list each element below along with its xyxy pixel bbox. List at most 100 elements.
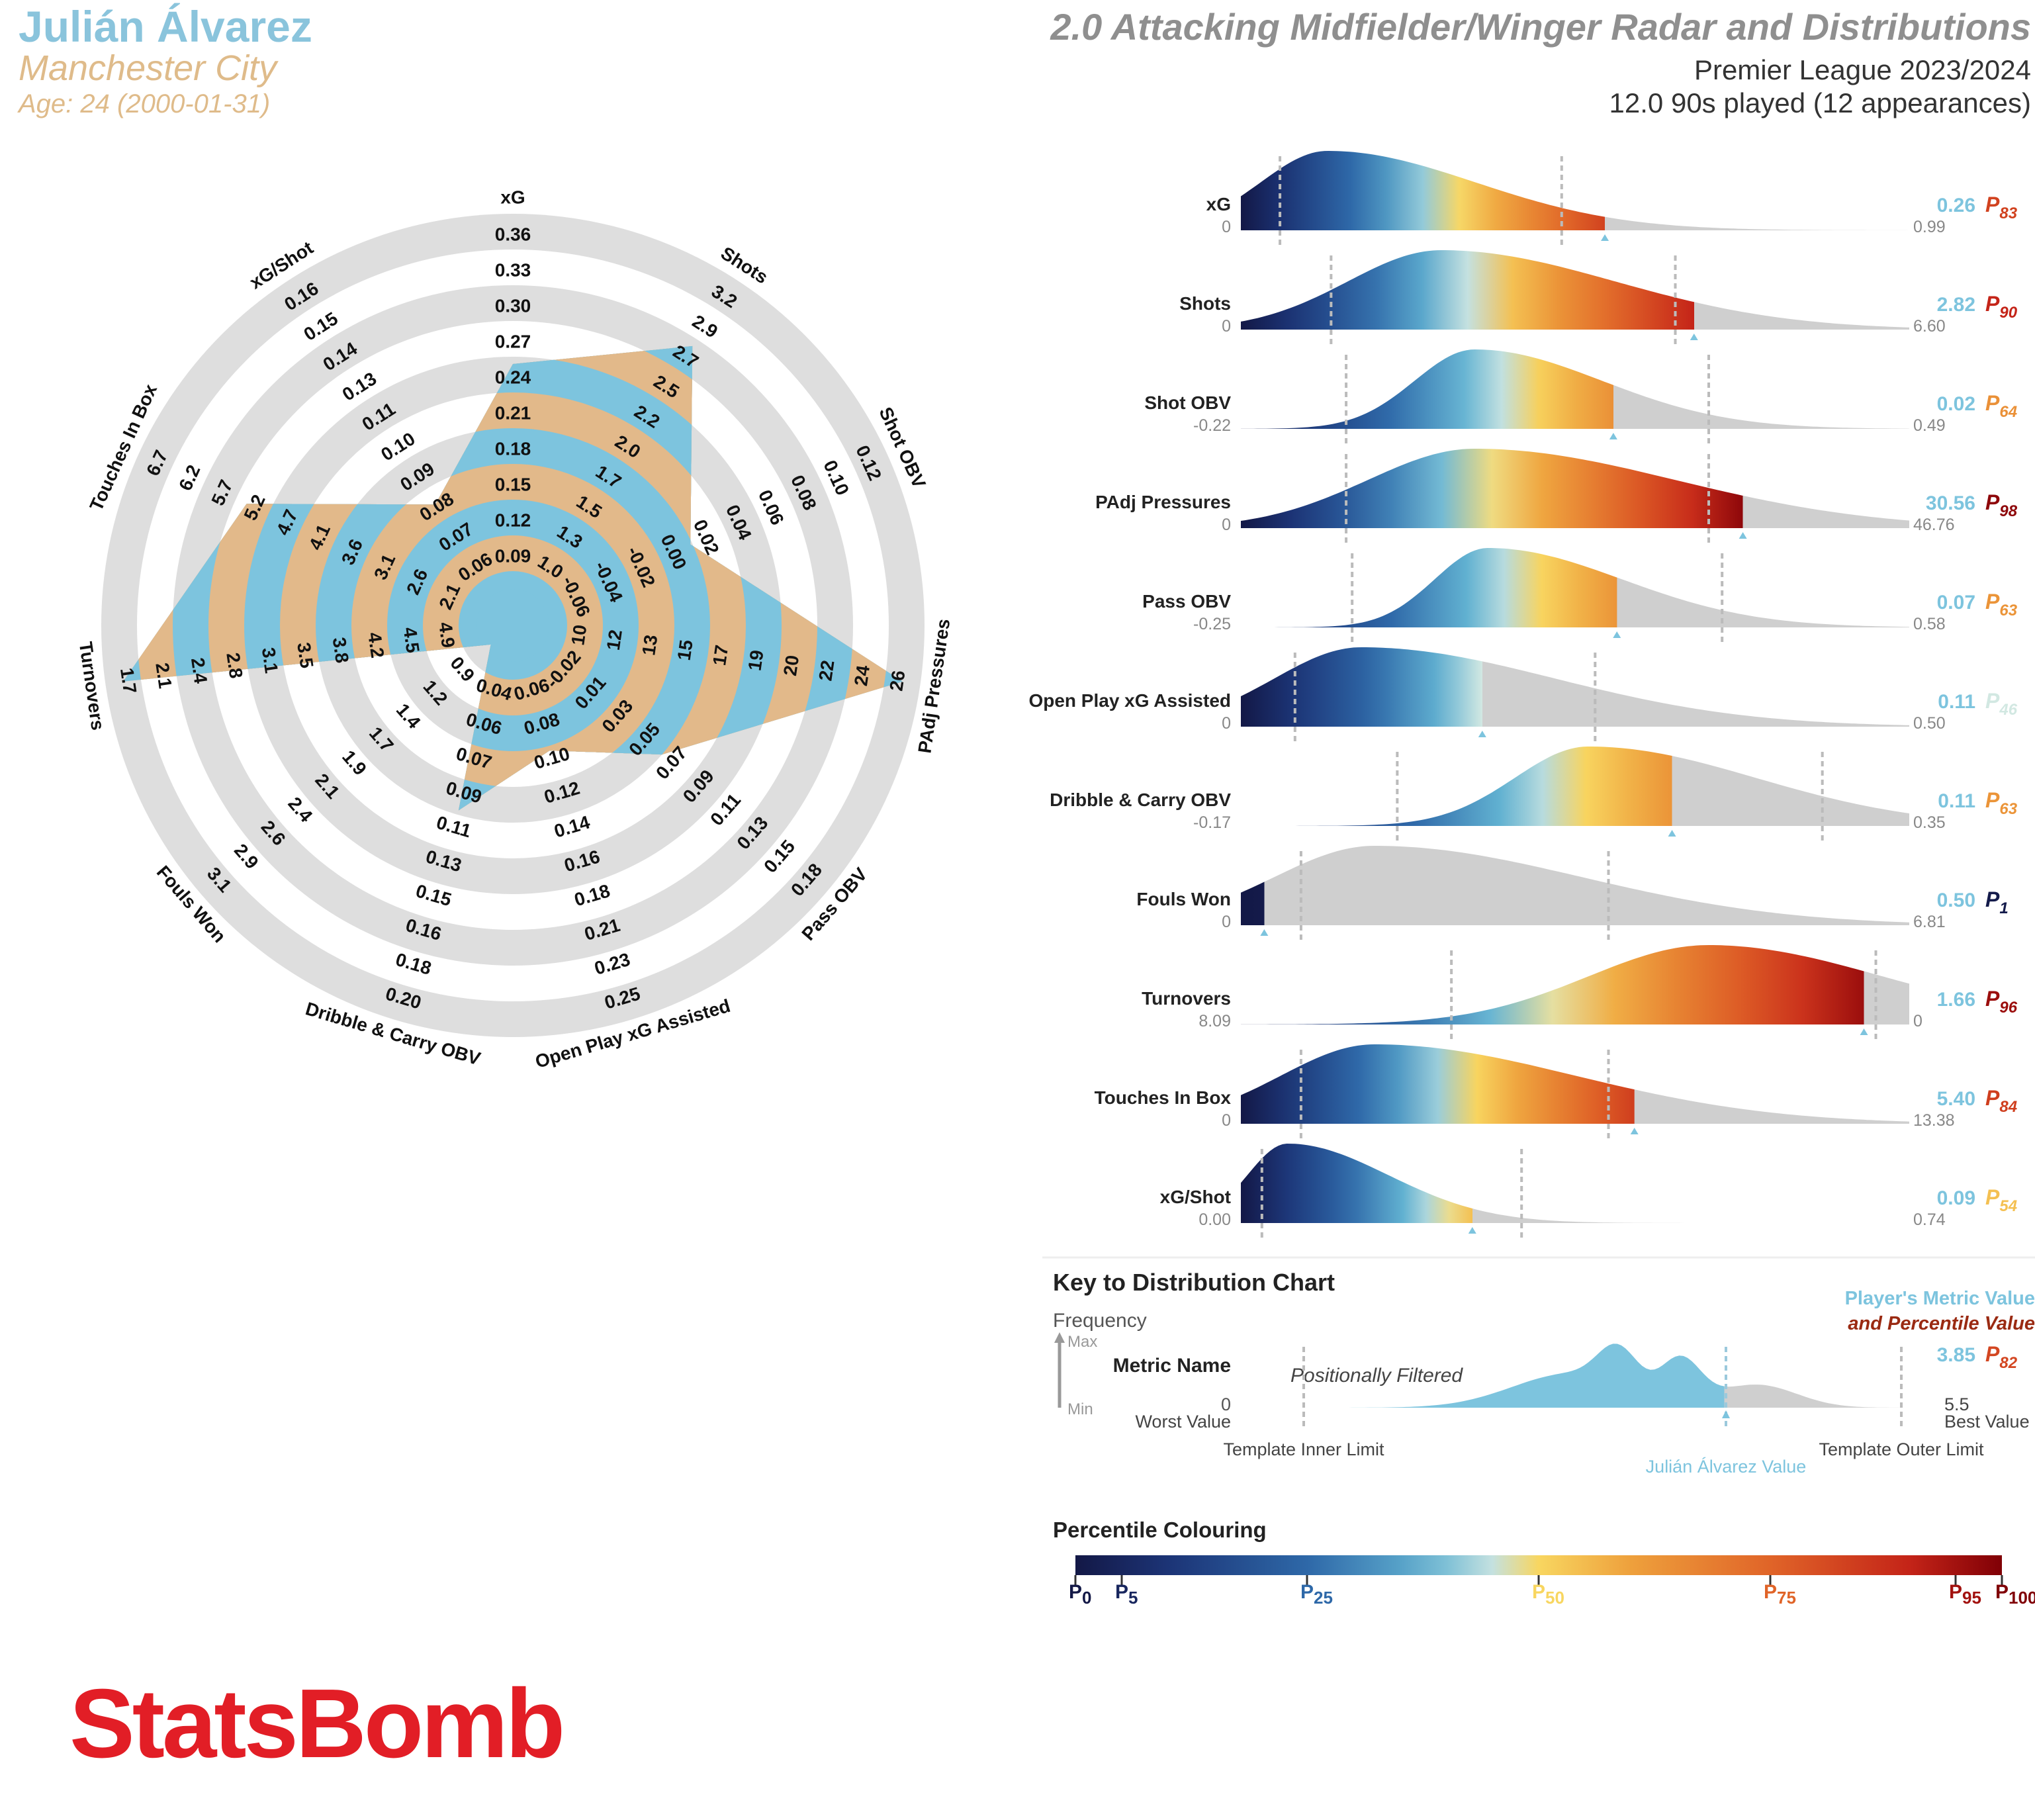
radar-tick-label: 17	[709, 644, 732, 667]
distribution-area	[1241, 250, 1909, 330]
team-name: Manchester City	[19, 48, 277, 88]
key-max: Max	[1067, 1333, 1097, 1351]
radar-tick-label: 4.5	[400, 626, 424, 655]
player-age: Age: 24 (2000-01-31)	[19, 89, 271, 118]
frequency-arrow-icon	[1054, 1332, 1065, 1343]
radar-tick-label: 2.8	[222, 651, 246, 680]
distribution-charts: xG 0 0.26 0.99 P83 Shots 0 2.826.60 P90 Shot OBV -…	[1029, 151, 2018, 1238]
metric-worst-value: 0.00	[1198, 1210, 1231, 1229]
radar-tick-label: 2.4	[187, 657, 211, 685]
legend-colorbar	[1075, 1555, 2002, 1575]
metric-name: Fouls Won	[1136, 889, 1231, 909]
metric-percentile: P64	[1985, 391, 2017, 421]
radar-tick-label: 0.33	[495, 259, 531, 280]
metric-name: Shots	[1179, 293, 1231, 314]
metric-worst-value: 0	[1222, 317, 1231, 336]
metric-percentile: P83	[1985, 193, 2018, 222]
radar-tick-label: 0.24	[495, 367, 531, 387]
metric-worst-value: 8.09	[1198, 1012, 1231, 1030]
radar-tick-label: 3.1	[258, 646, 282, 674]
metric-worst-value: 0	[1222, 913, 1231, 931]
key-player-marker	[1722, 1410, 1730, 1418]
radar-tick-label: 10	[567, 623, 590, 647]
radar-tick-label: 0.15	[495, 474, 531, 494]
metric-value: 5.40	[1937, 1088, 1975, 1110]
legend-tick-label: P100	[1995, 1581, 2035, 1608]
legend-tick-label: P75	[1764, 1581, 1796, 1608]
distribution-area	[1241, 846, 1909, 925]
legend-tick-label: P25	[1300, 1581, 1333, 1608]
metric-value: 30.56	[1926, 492, 1975, 514]
player-value-marker	[1609, 433, 1617, 439]
key-worst-label: Worst Value	[1135, 1412, 1231, 1432]
player-value-marker	[1860, 1028, 1868, 1035]
minutes-played: 12.0 90s played (12 appearances)	[1609, 87, 2031, 118]
key-outer-limit: Template Outer Limit	[1819, 1439, 1984, 1459]
metric-best-value: 0.58	[1913, 615, 1946, 633]
legend-title: Percentile Colouring	[1053, 1518, 1267, 1542]
chart-title: 2.0 Attacking Midfielder/Winger Radar an…	[1050, 6, 2031, 48]
metric-percentile: P96	[1985, 987, 2018, 1017]
metric-value: 0.50	[1937, 889, 1975, 911]
radar-tick-label: 4.9	[435, 621, 459, 649]
key-player-value-label: Julián Álvarez Value	[1646, 1457, 1807, 1477]
player-value-marker	[1468, 1227, 1476, 1234]
metric-value: 0.26	[1937, 195, 1975, 216]
key-best-label: Best Value	[1944, 1412, 2030, 1432]
metric-name: Touches In Box	[1095, 1087, 1232, 1108]
player-value-marker	[1478, 731, 1486, 737]
key-distribution-area	[1241, 1343, 1903, 1408]
radar-tick-label: 0.36	[495, 224, 531, 244]
radar-tick-label: 15	[674, 639, 697, 662]
player-value-marker	[1668, 830, 1676, 837]
radar-tick-label: 19	[745, 649, 768, 672]
player-value-marker	[1690, 334, 1698, 340]
player-value-marker	[1739, 532, 1747, 539]
metric-value: 2.82	[1937, 294, 1975, 316]
metric-value: 0.11	[1938, 790, 1975, 812]
metric-name: Pass OBV	[1142, 591, 1231, 612]
metric-worst-value: -0.17	[1193, 813, 1231, 832]
distribution-area	[1241, 945, 1909, 1024]
key-inner-limit: Template Inner Limit	[1223, 1439, 1384, 1459]
radar-tick-label: 13	[638, 633, 661, 657]
legend-tick-label: P5	[1115, 1581, 1138, 1608]
distribution-area	[1241, 1144, 1909, 1223]
key-metric-value-line2: and Percentile Value	[1848, 1313, 2035, 1334]
metric-percentile: P54	[1985, 1185, 2017, 1215]
metric-best-value: 13.38	[1913, 1111, 1955, 1130]
metric-best-value: 6.60	[1913, 317, 1946, 336]
player-name: Julián Álvarez	[19, 2, 312, 51]
player-value-marker	[1260, 929, 1269, 936]
key-metric-value-line1: Player's Metric Value	[1845, 1288, 2035, 1309]
metric-value: 0.11	[1938, 691, 1975, 713]
metric-best-value: 0.49	[1913, 416, 1946, 435]
metric-name: Open Play xG Assisted	[1029, 690, 1231, 711]
metric-value: 0.02	[1937, 393, 1975, 415]
legend-tick-label: P0	[1069, 1581, 1091, 1608]
radar-tick-label: 0.09	[495, 545, 531, 566]
metric-best-value: 6.81	[1913, 913, 1946, 931]
key-frequency: Frequency	[1053, 1310, 1147, 1332]
metric-worst-value: 0	[1222, 714, 1231, 733]
metric-best-value: 0.35	[1913, 813, 1946, 832]
key-best-number: 5.5	[1944, 1394, 1969, 1414]
distribution-area	[1241, 151, 1909, 230]
radar-tick-label: 0.12	[495, 510, 531, 530]
radar-tick-label: 20	[780, 654, 803, 677]
metric-best-value: 0.74	[1913, 1210, 1946, 1229]
metric-name: xG	[1206, 194, 1231, 214]
radar-tick-label: 0.18	[495, 438, 531, 459]
metric-best-value: 0.50	[1913, 714, 1946, 733]
metric-best-value: 0.99	[1913, 218, 1946, 236]
metric-worst-value: -0.25	[1193, 615, 1231, 633]
player-value-marker	[1613, 631, 1621, 638]
distribution-area	[1241, 1044, 1909, 1124]
statsbomb-logo: StatsBomb	[69, 1669, 565, 1778]
player-value-marker	[1630, 1128, 1639, 1134]
metric-name: Turnovers	[1142, 988, 1231, 1009]
radar-tick-label: 0.27	[495, 331, 531, 351]
radar-tick-label: 24	[850, 664, 874, 688]
metric-name: Dribble & Carry OBV	[1050, 790, 1231, 810]
